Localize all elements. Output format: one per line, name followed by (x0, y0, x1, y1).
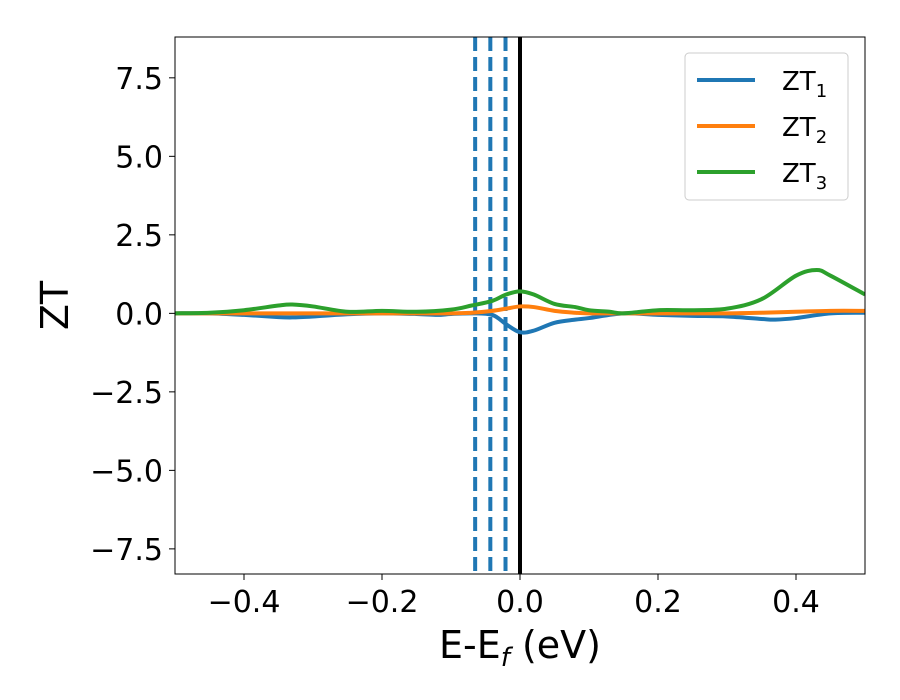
series-line-zt2 (175, 304, 865, 316)
x-axis-label-main: E-E (439, 623, 501, 667)
x-axis-label: E-Ef (eV) (439, 623, 601, 673)
x-tick-label: −0.4 (208, 585, 281, 620)
y-tick-label: −5.0 (90, 454, 163, 489)
series-line-zt1 (175, 310, 865, 335)
series-line-zt3 (175, 268, 865, 316)
y-tick-label: 5.0 (115, 140, 163, 175)
y-axis: −7.5 −5.0 −2.5 0.0 2.5 5.0 7.5 (90, 62, 175, 568)
y-tick-label: −2.5 (90, 376, 163, 411)
y-tick-label: −7.5 (90, 533, 163, 568)
x-tick-label: −0.2 (346, 585, 419, 620)
plot-area (175, 37, 865, 574)
y-tick-label: 7.5 (115, 62, 163, 97)
legend-label-zt2: ZT2 (782, 113, 827, 148)
y-axis-label: ZT (33, 280, 77, 330)
y-tick-label: 2.5 (115, 219, 163, 254)
x-axis: −0.4 −0.2 0.0 0.2 0.4 (208, 574, 820, 620)
x-tick-label: 0.4 (772, 585, 820, 620)
y-tick-label: 0.0 (115, 297, 163, 332)
legend-label-zt1: ZT1 (782, 67, 827, 102)
legend-label-zt3: ZT3 (782, 159, 827, 194)
x-tick-label: 0.0 (496, 585, 544, 620)
x-tick-label: 0.2 (634, 585, 682, 620)
x-axis-label-unit: (eV) (510, 623, 601, 667)
legend: ZT1 ZT2 ZT3 (684, 52, 849, 201)
legend-box (684, 52, 849, 201)
